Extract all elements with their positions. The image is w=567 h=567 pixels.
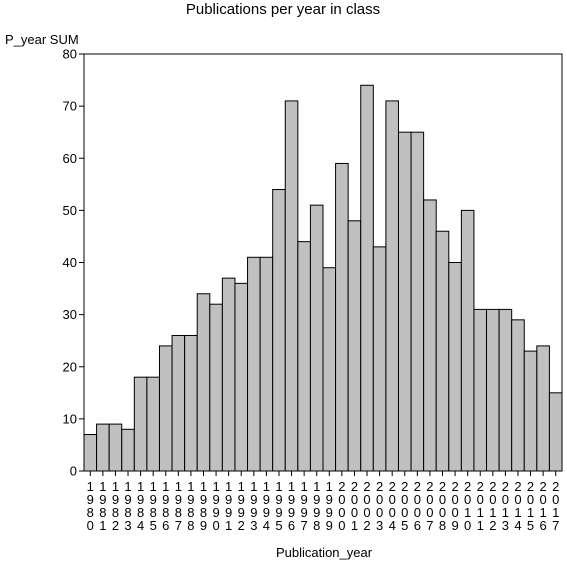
bar-1990 xyxy=(209,303,223,472)
plot-area: 0 10 20 30 40 50 60 70 80 1 9 8 0 1 9 8 1 1 9 8 2 1 9 8 3 1 9 8 4 1 9 8… xyxy=(63,47,563,533)
bar-1984 xyxy=(133,376,148,472)
bar-2001 xyxy=(347,220,362,472)
bar-2008 xyxy=(435,230,450,472)
bar-1982 xyxy=(108,423,123,472)
bar-1994 xyxy=(259,256,274,472)
bar-2012 xyxy=(486,308,500,472)
bar-1995 xyxy=(272,189,286,472)
bar-2013 xyxy=(498,308,513,472)
bar-1985 xyxy=(146,376,160,472)
bar-1987 xyxy=(171,334,186,472)
bar-2007 xyxy=(423,199,437,472)
y-tick-label: 70 xyxy=(63,99,77,114)
bar-2014 xyxy=(511,319,525,472)
bar-1996 xyxy=(284,100,299,472)
bar-2006 xyxy=(410,131,425,472)
bar-2002 xyxy=(360,84,374,472)
y-tick-label: 50 xyxy=(63,203,77,218)
bar-1986 xyxy=(158,345,173,472)
bar-2003 xyxy=(372,246,387,472)
y-tick-label: 40 xyxy=(63,255,77,270)
bar-2009 xyxy=(448,262,462,472)
bar-2000 xyxy=(335,162,349,472)
bar-1998 xyxy=(309,204,324,472)
bar-2005 xyxy=(397,131,412,472)
bar-2015 xyxy=(523,350,538,472)
bar-1989 xyxy=(196,293,211,472)
y-tick-label: 80 xyxy=(63,47,77,62)
bar-1988 xyxy=(184,334,198,472)
bar-2016 xyxy=(536,345,550,472)
bar-1981 xyxy=(96,423,110,472)
bar-2017 xyxy=(548,392,563,472)
bar-1992 xyxy=(234,282,249,472)
bar-2011 xyxy=(473,308,488,472)
bar-1997 xyxy=(297,241,311,472)
chart-title: Publications per year in class xyxy=(186,1,380,18)
y-axis-label: P_year SUM xyxy=(5,32,79,47)
bar-1980 xyxy=(83,434,98,472)
bar-1983 xyxy=(121,428,135,472)
bar-2010 xyxy=(460,209,475,472)
y-tick-label: 20 xyxy=(63,359,77,374)
bar-1991 xyxy=(221,277,236,472)
y-tick-label: 60 xyxy=(63,151,77,166)
bar-1999 xyxy=(322,267,337,472)
x-axis-label: Publication_year xyxy=(276,545,373,560)
y-tick-label: 10 xyxy=(63,411,77,426)
bar-1993 xyxy=(247,256,261,472)
y-tick-label: 30 xyxy=(63,307,77,322)
bar-2004 xyxy=(385,100,399,472)
y-tick-label: 0 xyxy=(70,464,77,479)
